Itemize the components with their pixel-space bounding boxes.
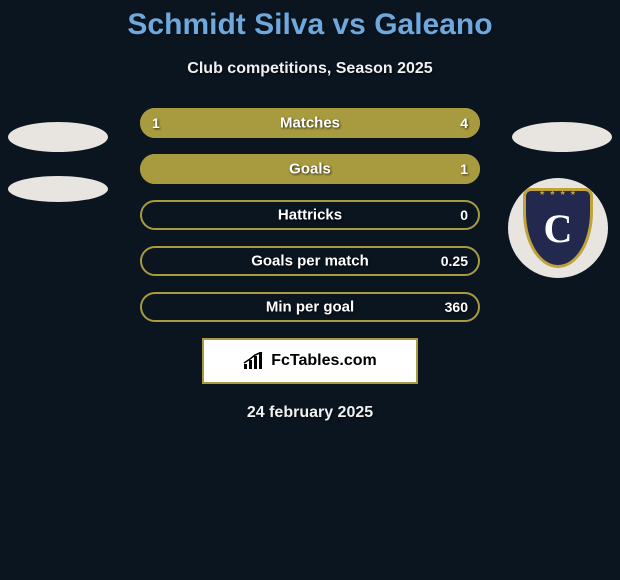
stat-value-right: 0 [460, 207, 468, 223]
stat-row: Goals per match 0.25 [140, 246, 480, 276]
source-label: FcTables.com [271, 352, 377, 370]
subtitle: Club competitions, Season 2025 [0, 60, 620, 78]
silhouette-body-icon [8, 176, 108, 202]
stat-label: Min per goal [266, 299, 354, 316]
stat-label: Matches [280, 115, 340, 132]
stat-row: Matches 1 4 [140, 108, 480, 138]
stats-chart: Matches 1 4 Goals 1 Hattricks 0 Goals per match… [140, 108, 480, 322]
shield-icon: ★ ★ ★ ★ C [523, 188, 593, 268]
silhouette-head-icon [512, 122, 612, 152]
source-banner: FcTables.com [202, 338, 418, 384]
player-left-avatar [8, 122, 108, 202]
stat-value-right: 4 [460, 115, 468, 131]
shield-stars-icon: ★ ★ ★ ★ [539, 189, 577, 197]
stat-label: Hattricks [278, 207, 342, 224]
stat-row: Min per goal 360 [140, 292, 480, 322]
silhouette-head-icon [8, 122, 108, 152]
shield-letter: C [544, 205, 573, 252]
stat-value-right: 1 [460, 161, 468, 177]
stat-value-left: 1 [152, 115, 160, 131]
club-badge: ★ ★ ★ ★ C [508, 178, 608, 278]
bar-fill-right [208, 108, 480, 138]
stat-label: Goals per match [251, 253, 369, 270]
comparison-infographic: Schmidt Silva vs Galeano Club competitio… [0, 0, 620, 580]
bar-chart-icon [243, 352, 265, 370]
stat-label: Goals [289, 161, 331, 178]
stat-value-right: 0.25 [441, 253, 468, 269]
footer-date: 24 february 2025 [0, 404, 620, 422]
stat-row: Goals 1 [140, 154, 480, 184]
page-title: Schmidt Silva vs Galeano [0, 0, 620, 42]
stat-row: Hattricks 0 [140, 200, 480, 230]
bar-fill-left [140, 108, 208, 138]
stat-value-right: 360 [445, 299, 468, 315]
player-right-avatar [512, 122, 612, 152]
